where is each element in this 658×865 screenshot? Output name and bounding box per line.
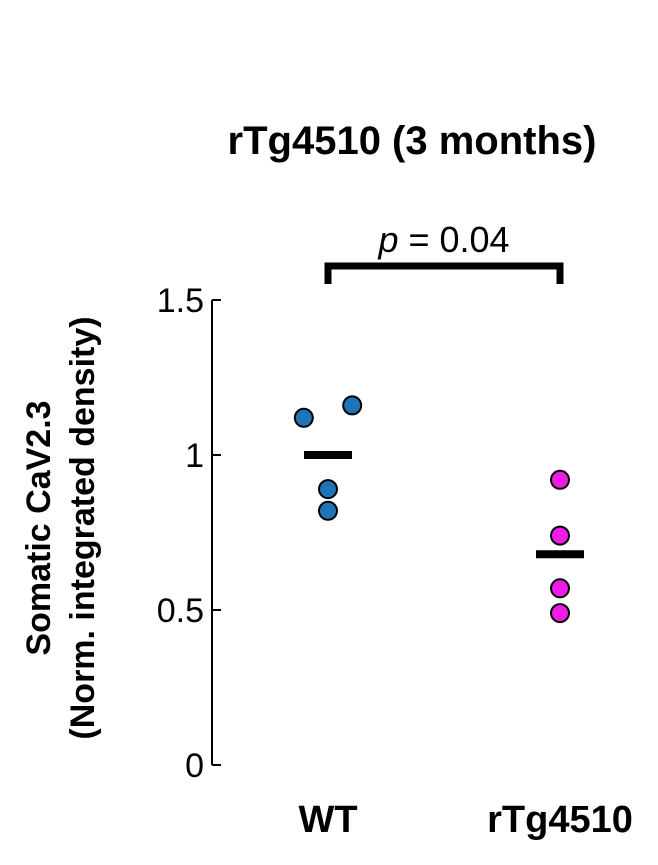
data-point (550, 578, 570, 599)
p-value-label: p = 0.04 (377, 219, 509, 260)
x-category-label: WT (298, 799, 357, 841)
data-point (318, 479, 338, 500)
x-axis-categories: WT rTg4510 (298, 799, 632, 841)
data-point (550, 603, 570, 624)
data-point (293, 407, 314, 428)
y-tick-label: 1 (185, 437, 204, 475)
significance-bracket: p = 0.04 (324, 219, 564, 284)
y-axis-label: Somatic CaV2.3 (Norm. integrated density… (20, 316, 102, 739)
y-tick-label: 0.5 (157, 592, 204, 630)
chart-title: rTg4510 (3 months) (228, 119, 597, 163)
p-value-number: = 0.04 (398, 219, 509, 260)
y-tick-label: 1.5 (157, 282, 204, 320)
data-point (550, 469, 570, 490)
data-point (318, 500, 338, 521)
x-category-label: rTg4510 (487, 799, 633, 841)
mean-markers (304, 451, 584, 559)
data-points (293, 395, 570, 624)
y-axis: 0 0.5 1 1.5 (157, 282, 221, 785)
y-tick-label: 0 (185, 747, 204, 785)
significance-bracket-line (324, 262, 564, 284)
y-axis-label-line2: (Norm. integrated density) (64, 316, 102, 739)
p-value-symbol: p (377, 219, 398, 260)
data-point (342, 395, 363, 416)
data-point (550, 525, 570, 546)
y-axis-label-line1: Somatic CaV2.3 (20, 400, 58, 655)
